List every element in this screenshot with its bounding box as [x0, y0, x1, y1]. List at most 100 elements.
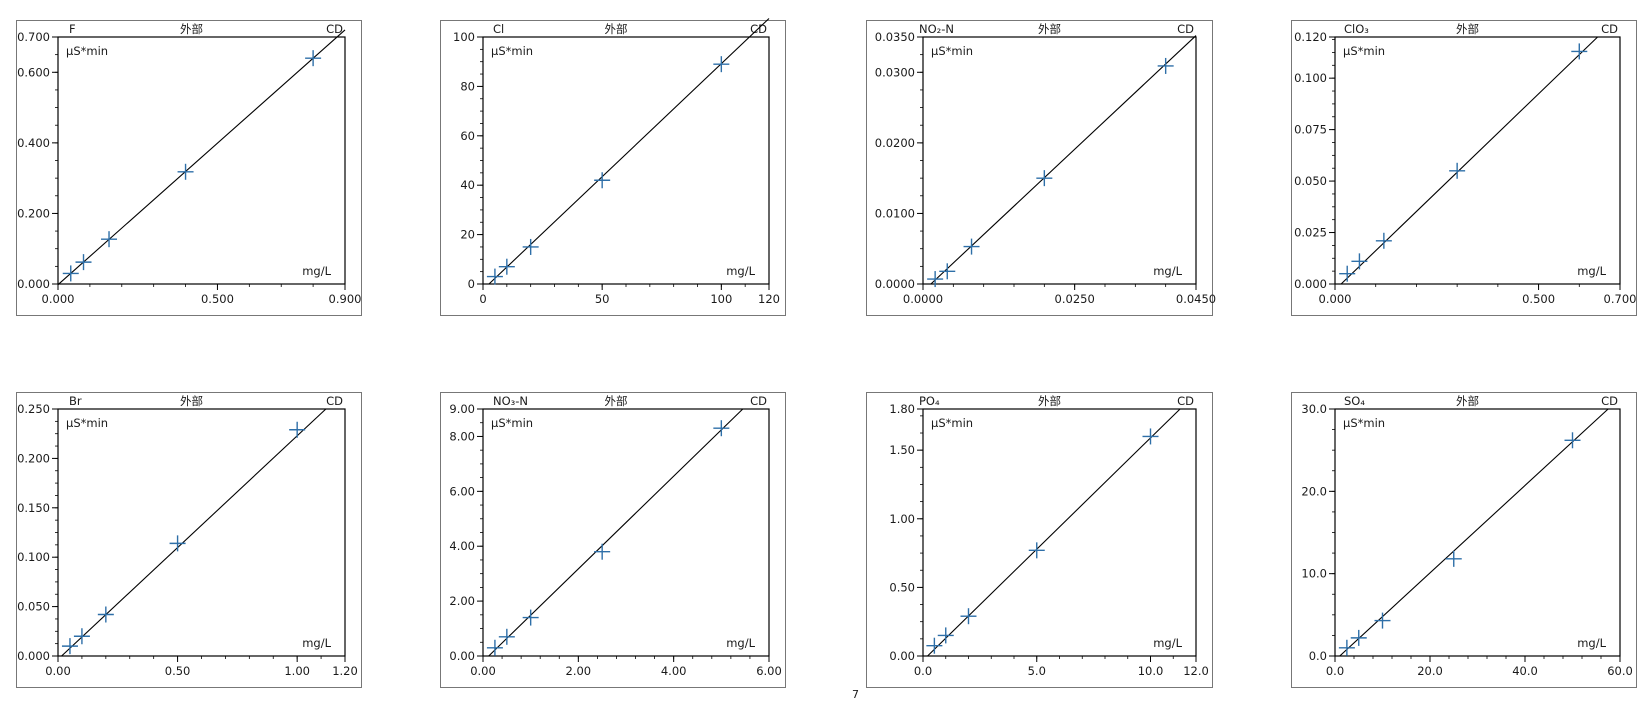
chart-frame	[1291, 392, 1637, 688]
y-axis-label: µS*min	[931, 416, 973, 430]
data-point	[498, 258, 515, 275]
y-tick-label: 0.050	[1294, 174, 1327, 188]
plot-area	[482, 408, 770, 657]
y-tick-label: 0.0100	[875, 206, 915, 220]
y-tick-label: 0.200	[17, 206, 50, 220]
x-tick-label: 0.00	[470, 664, 496, 678]
stray-mark: 7	[852, 688, 859, 701]
y-tick-label: 20	[460, 228, 475, 242]
chart-frame	[866, 20, 1213, 316]
calibration-fit-line	[927, 408, 1181, 657]
data-point	[289, 421, 306, 438]
plot-area	[1334, 36, 1621, 285]
calibration-fit-line	[930, 35, 1197, 285]
y-tick-label: 0	[468, 277, 475, 291]
y-tick-label: 0.000	[17, 277, 50, 291]
x-tick-label: 0.500	[1522, 292, 1555, 306]
y-tick-label: 0.025	[1294, 226, 1327, 240]
calibration-mode-label: 外部	[1456, 394, 1479, 408]
y-tick-label: 0.100	[17, 550, 50, 564]
chart-subtitle: NO₂-N	[919, 22, 954, 36]
y-tick-label: 100	[453, 30, 475, 44]
y-tick-label: 0.600	[17, 65, 50, 79]
data-point	[1571, 43, 1588, 60]
chart-subtitle: F	[69, 22, 76, 36]
chart-frame	[866, 392, 1213, 688]
y-tick-label: 10.0	[1301, 567, 1327, 581]
data-point	[1339, 265, 1356, 282]
chart-subtitle: SO₄	[1344, 394, 1365, 408]
y-tick-label: 0.700	[17, 30, 50, 44]
x-tick-label: 0.0250	[1055, 292, 1095, 306]
data-point	[1338, 639, 1355, 656]
calibration-chart-3: NO₂-N 外部 CD µS*min mg/L 0.0000 0.0100 0.0200 0.0…	[866, 20, 1216, 316]
data-point	[926, 637, 943, 654]
x-tick-label: 0.0	[1326, 664, 1344, 678]
data-point	[486, 268, 503, 285]
y-axis-label: µS*min	[66, 416, 108, 430]
y-tick-label: 0.000	[1294, 277, 1327, 291]
data-point	[1375, 232, 1392, 249]
y-tick-label: 1.80	[889, 402, 915, 416]
x-axis-label: mg/L	[726, 636, 755, 650]
data-point	[498, 628, 515, 645]
calibration-mode-label: 外部	[1456, 22, 1479, 36]
y-tick-label: 0.0	[1309, 649, 1327, 663]
data-point	[713, 56, 730, 73]
y-axis-label: µS*min	[491, 44, 533, 58]
detector-label: CD	[326, 394, 343, 408]
x-tick-label: 0.00	[45, 664, 71, 678]
data-point	[1351, 253, 1368, 270]
calibration-fit-line	[488, 18, 770, 285]
y-tick-label: 0.0300	[875, 65, 915, 79]
data-point	[1445, 550, 1462, 567]
calibration-chart-6: NO₃-N 外部 CD µS*min mg/L 0.00 2.00 4.00 6.00 8.00 9…	[440, 392, 786, 688]
data-point	[305, 50, 322, 67]
y-tick-label: 0.400	[17, 136, 50, 150]
calibration-mode-label: 外部	[180, 22, 203, 36]
y-tick-label: 2.00	[449, 594, 475, 608]
x-tick-label: 0.0	[914, 664, 932, 678]
calibration-fit-line	[61, 408, 327, 657]
calibration-mode-label: 外部	[605, 22, 628, 36]
plot-area	[1334, 408, 1621, 657]
x-tick-label: 0.700	[1604, 292, 1637, 306]
chart-frame	[440, 20, 786, 316]
data-point	[927, 271, 944, 288]
detector-label: CD	[750, 394, 767, 408]
x-axis-label: mg/L	[1577, 264, 1606, 278]
x-tick-label: 0.0450	[1176, 292, 1216, 306]
y-tick-label: 0.00	[889, 649, 915, 663]
detector-label: CD	[1601, 394, 1618, 408]
y-tick-label: 0.0350	[875, 30, 915, 44]
data-point	[486, 639, 503, 656]
y-tick-label: 20.0	[1301, 484, 1327, 498]
data-point	[1350, 629, 1367, 646]
x-tick-label: 120	[758, 292, 780, 306]
data-point	[1157, 57, 1174, 74]
calibration-chart-4: ClO₃ 外部 CD µS*min mg/L 0.000 0.025 0.050 0.075 0.…	[1291, 20, 1637, 316]
y-tick-label: 1.50	[889, 443, 915, 457]
calibration-mode-label: 外部	[605, 394, 628, 408]
y-tick-label: 1.00	[889, 512, 915, 526]
y-tick-label: 0.100	[1294, 71, 1327, 85]
chart-subtitle: ClO₃	[1344, 22, 1369, 36]
x-tick-label: 0.900	[329, 292, 362, 306]
calibration-chart-1: F 外部 CD µS*min mg/L 0.000 0.200 0.400 0.600 0.700…	[16, 20, 362, 316]
chart-frame	[440, 392, 786, 688]
x-axis-label: mg/L	[1577, 636, 1606, 650]
calibration-mode-label: 外部	[180, 394, 203, 408]
y-tick-label: 0.250	[17, 402, 50, 416]
calibration-chart-5: Br 外部 CD µS*min mg/L 0.000 0.050 0.100 0.150 0.20…	[16, 392, 362, 688]
detector-label: CD	[1601, 22, 1618, 36]
x-axis-label: mg/L	[302, 636, 331, 650]
detector-label: CD	[1177, 394, 1194, 408]
x-axis-label: mg/L	[1153, 636, 1182, 650]
data-point	[1449, 162, 1466, 179]
y-axis-label: µS*min	[66, 44, 108, 58]
data-point	[1036, 170, 1053, 187]
x-tick-label: 20.0	[1417, 664, 1443, 678]
y-tick-label: 0.50	[889, 580, 915, 594]
y-tick-label: 0.150	[17, 501, 50, 515]
data-point	[594, 172, 611, 189]
